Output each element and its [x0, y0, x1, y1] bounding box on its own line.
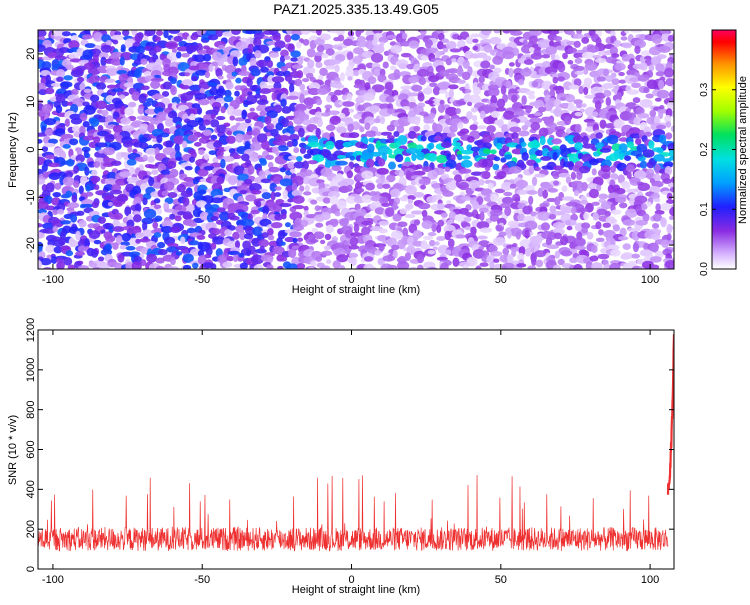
- snr-y-tick-label: 800: [25, 400, 37, 418]
- spectrogram-x-ticks: -100 -50 0 50 100: [42, 30, 659, 286]
- colorbar-tick-label: 0.2: [699, 142, 710, 156]
- snr-y-tick-label: 400: [25, 480, 37, 498]
- snr-series-line: [38, 475, 669, 552]
- snr-x-axis-label: Height of straight line (km): [292, 584, 420, 596]
- snr-y-tick-label: 200: [25, 520, 37, 538]
- snr-x-tick-label: 100: [641, 574, 659, 586]
- snr-y-tick-label: 1200: [25, 318, 37, 342]
- colorbar-ticks: 0.0 0.1 0.2 0.3: [699, 82, 736, 276]
- spectrogram-y-ticks: -20 -10 0 10 20: [25, 48, 674, 253]
- snr-x-ticks: -100 -50 0 50 100: [42, 330, 659, 586]
- snr-end-rise-line: [666, 334, 674, 495]
- spectrogram-x-axis-label: Height of straight line (km): [292, 284, 420, 296]
- chart-title: PAZ1.2025.335.13.49.G05: [273, 1, 439, 17]
- spectrogram-y-tick-label: -10: [25, 189, 37, 205]
- spectrogram-x-tick-label: 0: [348, 274, 354, 286]
- spectrogram-x-tick-label: 100: [641, 274, 659, 286]
- snr-y-tick-label: 600: [25, 440, 37, 458]
- spectrogram-y-tick-label: 10: [25, 96, 37, 108]
- spectrogram-y-tick-label: -20: [25, 237, 37, 253]
- spectrogram-x-tick-label: -100: [42, 274, 64, 286]
- spectrogram-image: [38, 30, 674, 269]
- snr-x-tick-label: 0: [348, 574, 354, 586]
- colorbar-tick-label: 0.3: [699, 82, 710, 96]
- spectrogram-y-tick-label: 20: [25, 48, 37, 60]
- colorbar: 0.0 0.1 0.2 0.3 Normalized spectral amplitu…: [699, 29, 749, 276]
- snr-y-tick-label: 0: [25, 566, 37, 572]
- spectrogram-y-tick-label: 0: [25, 146, 37, 152]
- colorbar-label: Normalized spectral amplitude: [737, 76, 749, 224]
- colorbar-tick-label: 0.0: [699, 262, 710, 276]
- spectrogram-y-axis-label: Frequency (Hz): [7, 112, 19, 188]
- snr-x-tick-label: -100: [42, 574, 64, 586]
- snr-x-tick-label: -50: [194, 574, 210, 586]
- snr-y-ticks: 0 200 400 600 800 1000 1200: [25, 318, 674, 572]
- colorbar-tick-label: 0.1: [699, 202, 710, 216]
- snr-panel: -100 -50 0 50 100 0 200 400 600 800 1000 1200 Heig…: [7, 318, 675, 596]
- spectrogram-x-tick-label: -50: [194, 274, 210, 286]
- snr-x-tick-label: 50: [495, 574, 507, 586]
- spectrogram-x-tick-label: 50: [495, 274, 507, 286]
- snr-y-tick-label: 1000: [25, 358, 37, 382]
- snr-background: [38, 330, 674, 569]
- snr-y-axis-label: SNR (10 * v/v): [7, 415, 19, 485]
